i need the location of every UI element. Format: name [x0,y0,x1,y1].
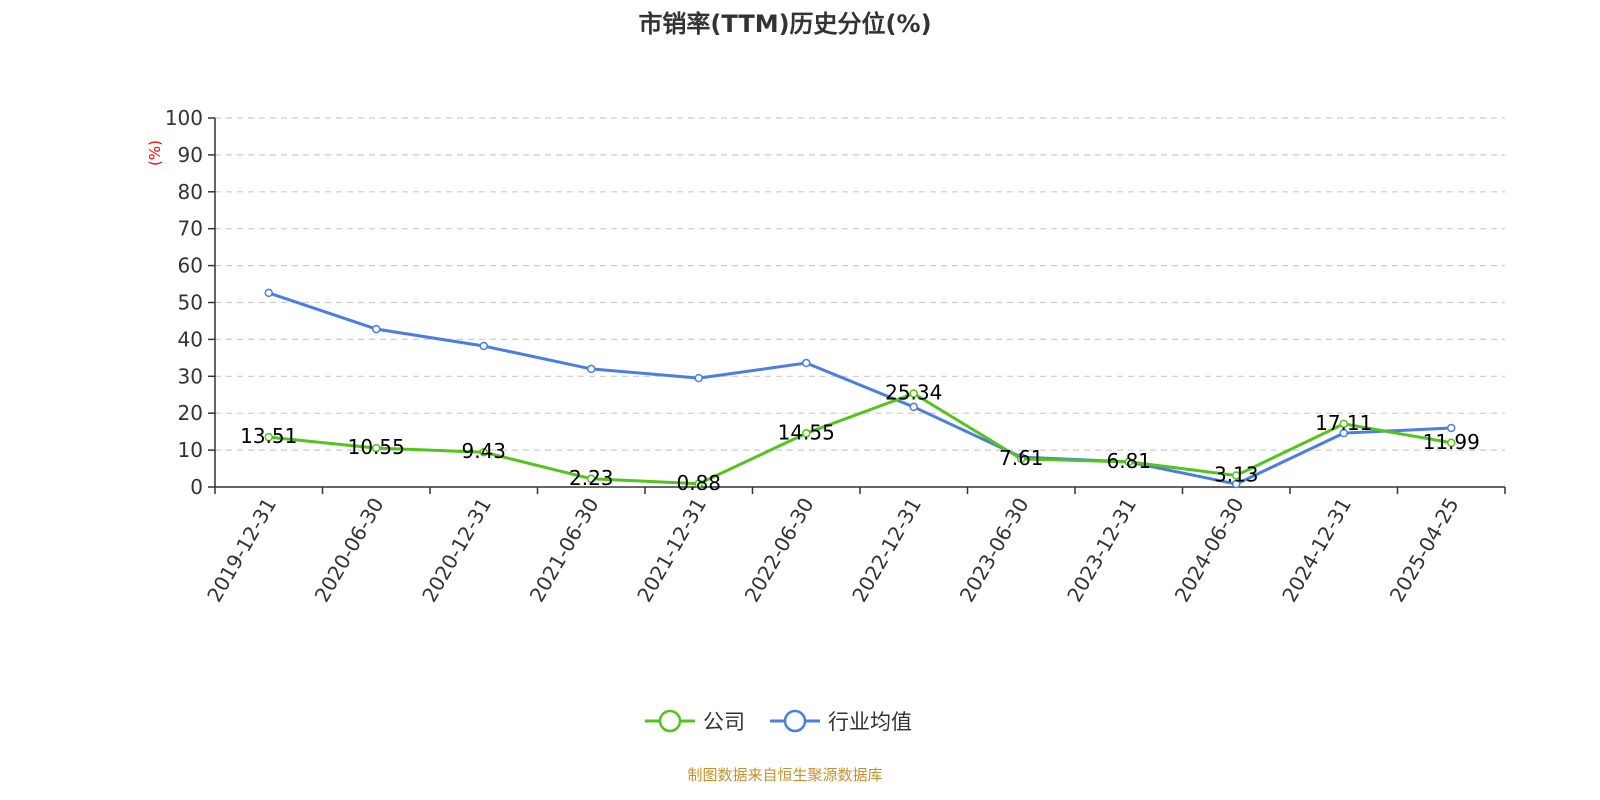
x-tick-label: 2024-12-31 [1277,494,1356,607]
data-label: 7.61 [999,446,1044,470]
data-point-0 [1447,438,1456,448]
data-point-1 [372,324,381,334]
y-tick-label: 50 [178,291,203,315]
data-point-0 [587,474,596,484]
data-point-0 [802,429,811,438]
y-axis-label: (%) [146,140,164,166]
data-point-1 [264,288,273,298]
x-tick-label: 2023-06-30 [955,494,1034,607]
data-point-0 [694,479,703,489]
data-point-1 [479,341,488,351]
data-point-1 [909,402,918,412]
y-tick-label: 80 [178,180,203,204]
data-point-0 [909,389,918,398]
data-label: 2.23 [569,466,614,490]
chart-title: 市销率(TTM)历史分位(%) [638,10,931,38]
x-tick-label: 2020-12-31 [417,494,496,607]
source-note: 制图数据来自恒生聚源数据库 [687,766,882,784]
data-point-0 [1017,454,1026,464]
x-tick-label: 2022-06-30 [740,494,819,607]
y-tick-label: 100 [165,106,203,130]
series-line-0 [268,391,1452,486]
x-tick-label: 2023-12-31 [1062,494,1141,607]
y-tick-label: 70 [178,217,203,241]
legend-label-1: 行业均值 [828,710,912,734]
data-point-0 [1232,471,1241,480]
data-label: 14.55 [778,420,835,444]
x-tick-label: 2020-06-30 [310,494,389,607]
y-tick-label: 90 [178,143,203,167]
data-point-1 [694,373,703,383]
data-point-1 [802,358,811,368]
x-tick-label: 2021-06-30 [525,494,604,607]
data-label: 6.81 [1106,449,1151,473]
data-point-0 [264,432,273,442]
y-tick-label: 0 [190,475,203,499]
x-tick-label: 2024-06-30 [1170,494,1249,607]
y-tick-label: 20 [178,401,203,425]
data-label: 9.43 [461,439,506,463]
y-tick-label: 40 [178,327,203,351]
x-tick-label: 2019-12-31 [202,494,281,607]
y-tick-label: 30 [178,364,203,388]
y-tick-label: 10 [178,438,203,462]
data-label: 10.55 [348,435,405,459]
x-tick-label: 2025-04-25 [1385,494,1464,607]
data-label: 25.34 [885,380,942,404]
x-tick-label: 2021-12-31 [632,494,711,607]
legend-marker-0 [658,709,682,733]
legend-marker-1 [783,709,807,733]
data-point-1 [1232,479,1241,489]
data-label: 13.51 [240,424,297,448]
data-point-0 [479,447,488,457]
y-tick-label: 60 [178,254,203,278]
data-label: 3.13 [1214,462,1259,486]
data-label: 17.11 [1315,411,1372,435]
x-tick-label: 2022-12-31 [847,494,926,607]
series-line-1 [268,291,1452,486]
data-point-0 [372,443,381,453]
data-point-1 [1339,428,1348,438]
data-point-0 [1339,419,1348,429]
legend-label-0: 公司 [703,710,745,734]
data-point-1 [1447,423,1456,433]
data-label: 11.99 [1423,430,1480,454]
data-point-0 [1124,457,1133,467]
data-point-1 [587,364,596,374]
data-label: 0.88 [676,471,721,495]
